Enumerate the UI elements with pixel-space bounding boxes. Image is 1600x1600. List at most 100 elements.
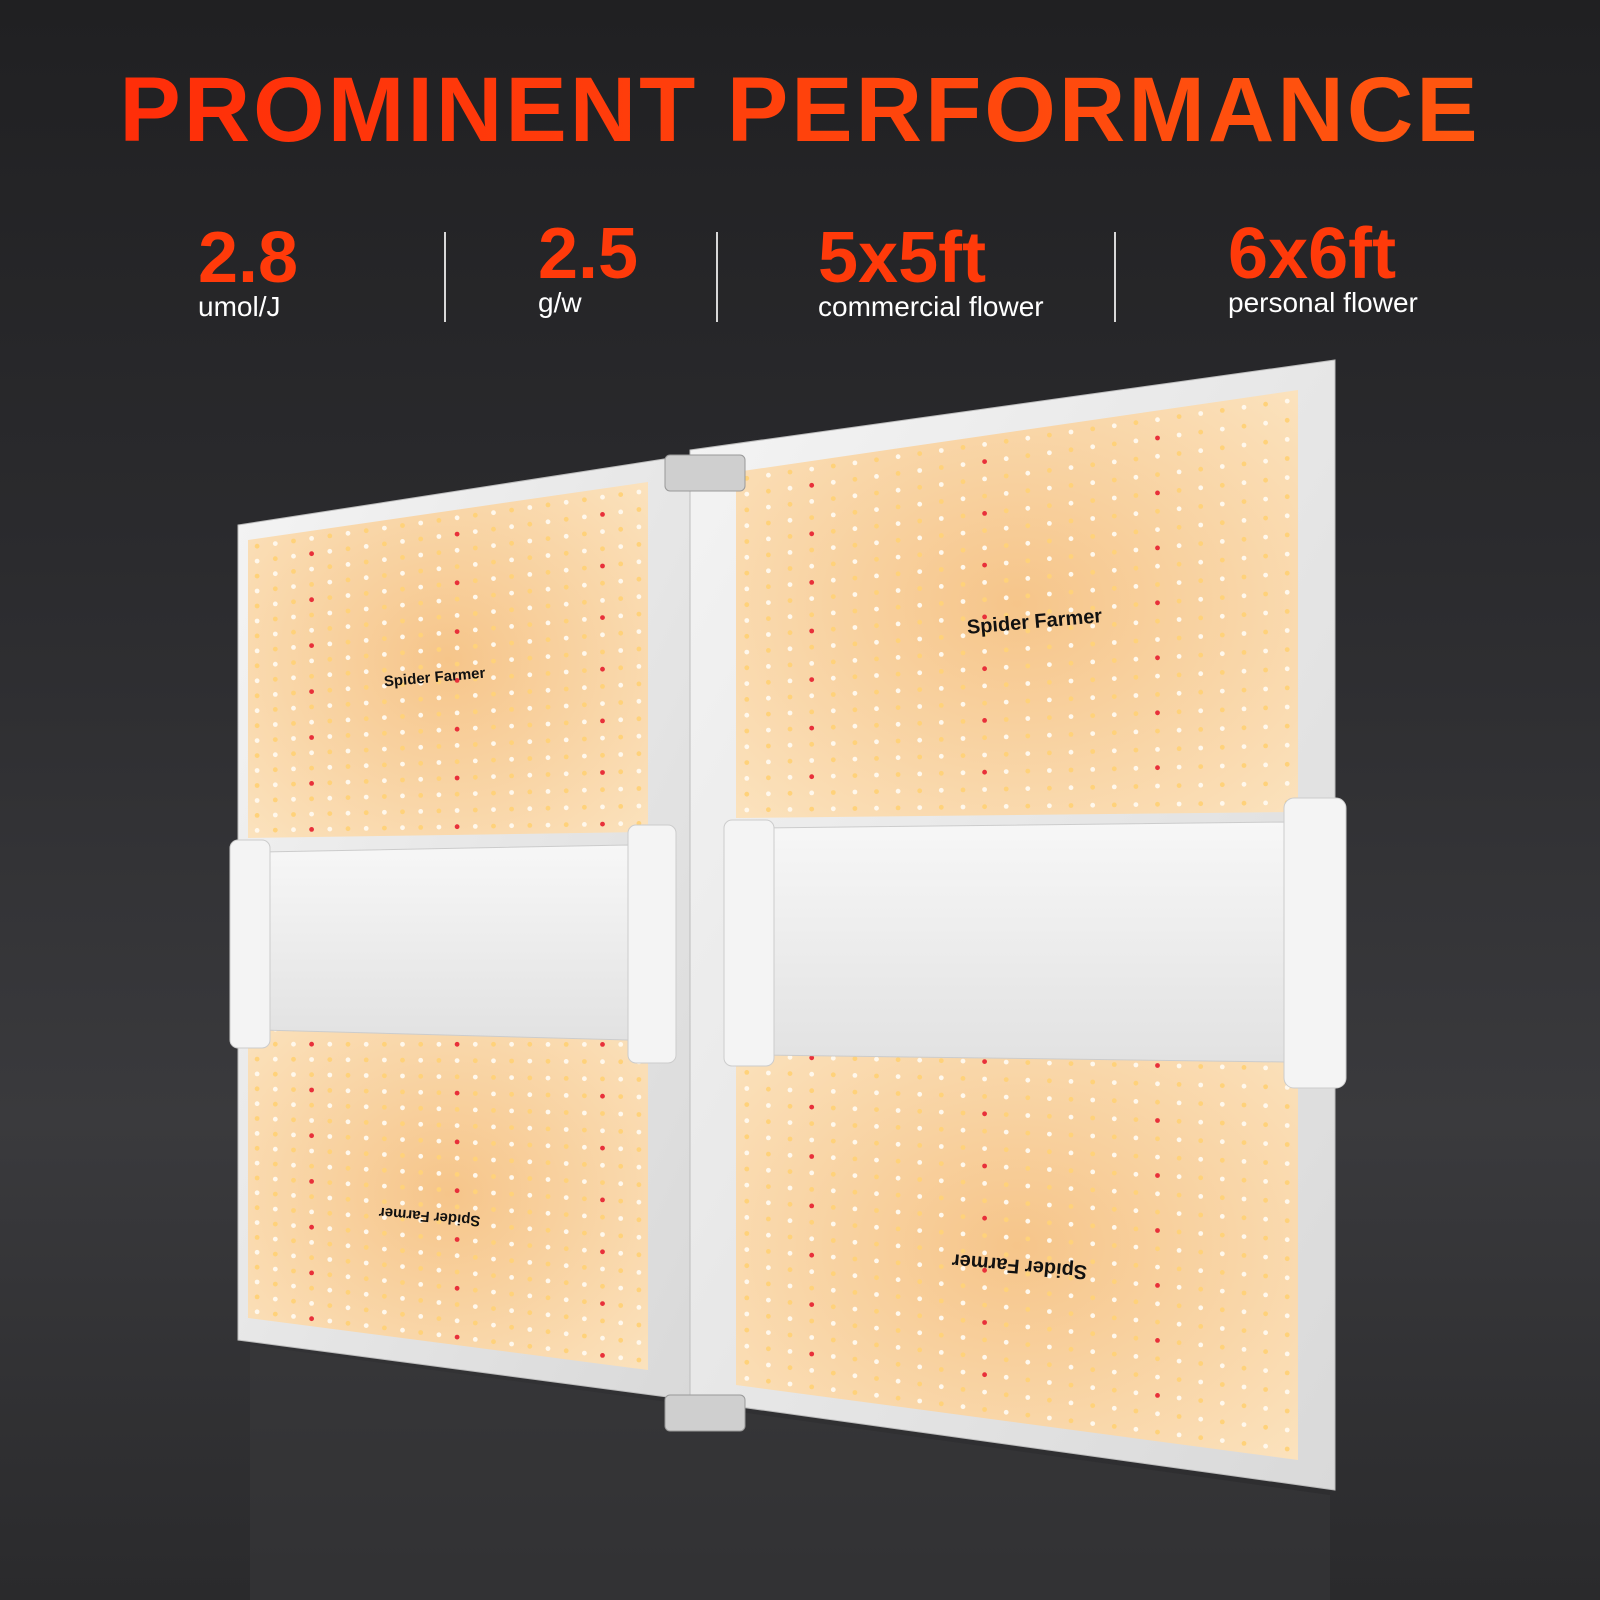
stat-value: 5x5ft [818,218,987,298]
led [600,1059,605,1065]
led [874,805,879,811]
led [1003,1322,1009,1328]
led [982,769,987,775]
led [291,553,296,559]
led [1047,1220,1052,1226]
led [982,683,987,689]
led [345,546,351,552]
led [291,1147,296,1153]
led [1155,692,1160,697]
led [874,623,879,629]
led [563,720,569,726]
led [454,775,460,781]
led [874,1157,879,1163]
led [1133,1317,1139,1323]
led [1241,668,1247,674]
led [1155,1429,1160,1435]
led [787,1071,793,1076]
led [1155,1393,1160,1398]
led [982,1354,987,1360]
led [1090,426,1096,432]
led [582,1059,587,1064]
led [545,1177,551,1182]
led [527,538,533,544]
led [327,1210,333,1216]
led [1003,508,1009,514]
led [382,794,387,799]
led [582,822,587,827]
led [363,1073,369,1078]
led [291,812,296,817]
led [418,616,424,622]
led [852,460,858,466]
led [766,600,771,605]
led [618,752,624,757]
led [960,496,966,502]
led [1111,802,1117,808]
led [636,698,642,704]
led [895,655,901,660]
led [1198,1138,1204,1144]
led [272,556,278,562]
led [382,1136,387,1142]
led [454,661,460,667]
led [1068,1221,1074,1227]
led [917,602,923,608]
led [545,553,551,558]
led [418,1073,424,1079]
led [636,786,642,791]
led [636,524,642,530]
led [345,733,351,738]
led [618,665,624,671]
led [1133,620,1139,626]
led [636,1234,642,1240]
led [830,577,836,583]
led [509,806,514,812]
led [345,608,351,614]
led [291,1102,296,1108]
led [1263,401,1268,407]
led [874,1124,879,1129]
led [874,639,879,645]
led [636,1217,642,1223]
led [618,717,624,723]
led [809,806,815,812]
led [272,1116,278,1122]
led [809,1187,815,1192]
led [1198,1305,1204,1311]
led [787,758,793,764]
led [874,1292,879,1297]
led [345,1305,351,1311]
led [895,471,901,476]
led [1068,1186,1074,1191]
led [830,1122,836,1127]
led [1090,462,1096,468]
led [454,759,460,765]
led [1111,622,1117,627]
led [1133,1062,1139,1068]
led [309,781,314,786]
led [472,545,478,551]
led [1198,689,1204,695]
led [400,1041,405,1047]
led [852,740,858,746]
led [600,1180,605,1185]
led [917,1381,923,1387]
led [1090,516,1096,521]
led [582,1316,587,1322]
led [509,1341,514,1347]
led [527,689,533,694]
led [600,752,605,758]
led [917,586,923,591]
led [1047,1149,1052,1155]
led [744,1118,750,1124]
led [874,722,879,728]
led [400,555,405,560]
led [254,1309,260,1315]
led [527,1092,533,1098]
led [345,562,351,567]
led [600,1093,605,1099]
led [1025,1342,1031,1347]
led [272,541,278,546]
led [1284,1218,1290,1224]
